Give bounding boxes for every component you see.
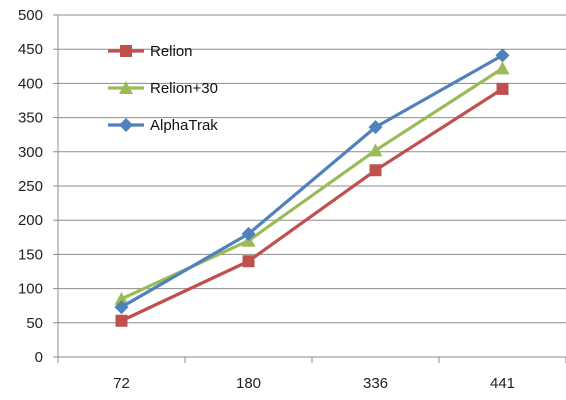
- point-relion-336: [369, 164, 382, 177]
- point-alphatrak-72: [114, 300, 129, 315]
- legend-marker-relion-30: [119, 81, 133, 94]
- point-relion-180: [242, 255, 255, 268]
- gridlines: [53, 14, 566, 358]
- series-group: [114, 48, 510, 327]
- series-alphatrak: [114, 48, 510, 315]
- x-tick-label-336: 336: [363, 375, 388, 392]
- y-tick-label-200: 200: [18, 212, 43, 229]
- legend-item-alphatrak: AlphaTrak: [108, 117, 218, 134]
- y-tick-label-100: 100: [18, 281, 43, 298]
- legend-label-relion: Relion: [150, 43, 193, 60]
- x-tick-label-72: 72: [113, 375, 130, 392]
- y-tick-label-300: 300: [18, 144, 43, 161]
- legend-item-relion: Relion: [108, 43, 193, 60]
- axes: [57, 15, 566, 363]
- y-tick-label-400: 400: [18, 75, 43, 92]
- x-tick-label-180: 180: [236, 375, 261, 392]
- series-line-relion: [120, 87, 504, 323]
- series-relion-30: [114, 61, 510, 305]
- y-tick-label-50: 50: [26, 315, 43, 332]
- legend: Relion Relion+30 AlphaTrak: [108, 43, 218, 134]
- point-alphatrak-441: [495, 48, 510, 63]
- series-relion: [115, 82, 509, 327]
- point-relion-72: [115, 314, 128, 327]
- legend-marker-relion: [120, 45, 132, 57]
- point-relion-441: [496, 82, 509, 95]
- y-tick-label-0: 0: [35, 349, 43, 366]
- y-tick-label-500: 500: [18, 7, 43, 24]
- y-tick-label-150: 150: [18, 246, 43, 263]
- point-relion-30-336: [368, 143, 383, 157]
- legend-label-alphatrak: AlphaTrak: [150, 117, 218, 134]
- x-axis-tick-labels: 72 180 336 441: [113, 375, 515, 392]
- y-tick-label-250: 250: [18, 178, 43, 195]
- legend-item-relion-30: Relion+30: [108, 80, 218, 97]
- point-relion-30-441: [495, 61, 510, 75]
- series-line-relion-30: [120, 67, 504, 301]
- series-line-alphatrak: [120, 53, 504, 309]
- x-tick-label-441: 441: [490, 375, 515, 392]
- point-relion-30-72: [114, 291, 129, 305]
- y-tick-label-350: 350: [18, 110, 43, 127]
- legend-label-relion-30: Relion+30: [150, 80, 218, 97]
- y-tick-label-450: 450: [18, 41, 43, 58]
- point-alphatrak-336: [368, 120, 383, 135]
- y-axis-tick-labels: 0 50 100 150 200 250 300 350 400 450 500: [18, 7, 43, 366]
- point-alphatrak-180: [241, 226, 256, 241]
- legend-marker-alphatrak: [119, 118, 133, 132]
